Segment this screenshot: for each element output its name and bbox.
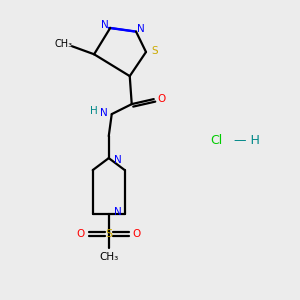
Text: N: N <box>100 108 108 118</box>
Text: N: N <box>114 207 122 217</box>
Text: O: O <box>133 229 141 239</box>
Text: S: S <box>152 46 158 56</box>
Text: H: H <box>90 106 98 116</box>
Text: CH₃: CH₃ <box>54 39 72 49</box>
Text: N: N <box>137 23 145 34</box>
Text: N: N <box>114 155 122 165</box>
Text: S: S <box>105 229 112 239</box>
Text: Cl: Cl <box>210 134 222 146</box>
Text: O: O <box>76 229 85 239</box>
Text: O: O <box>158 94 166 104</box>
Text: — H: — H <box>230 134 260 146</box>
Text: CH₃: CH₃ <box>99 252 118 262</box>
Text: N: N <box>101 20 109 30</box>
